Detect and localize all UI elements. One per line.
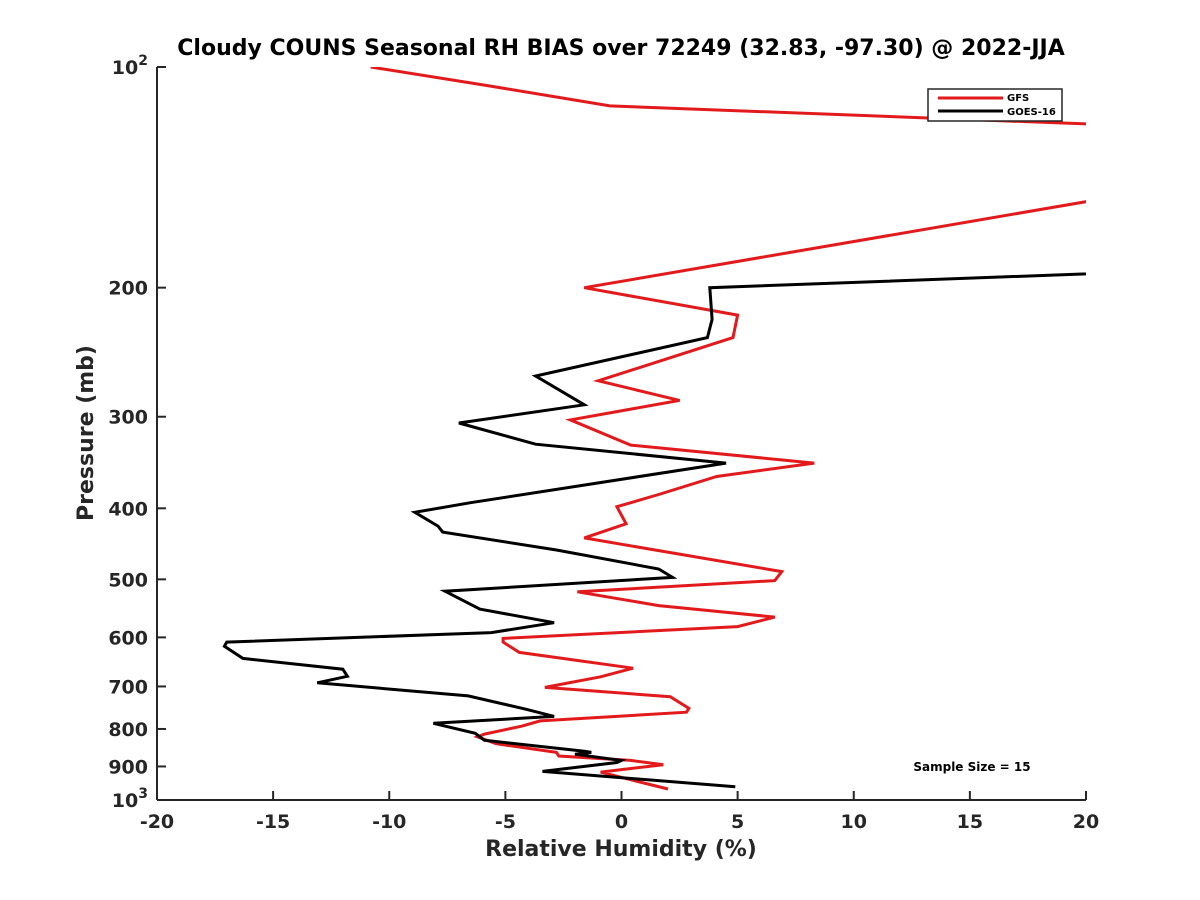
legend-box [927, 88, 1063, 122]
y-tick-label: 200 [108, 278, 148, 300]
y-tick-label: 300 [108, 407, 148, 429]
x-tick-label: 10 [841, 811, 867, 833]
y-axis-label: Pressure (mb) [74, 345, 99, 521]
sample-size-annotation: Sample Size = 15 [913, 760, 1030, 774]
legend-label-goes16: GOES-16 [1007, 107, 1056, 118]
y-tick-label: 103 [112, 786, 148, 812]
x-tick-label: -20 [140, 811, 174, 833]
y-tick-label: 500 [108, 569, 148, 591]
x-ticks: -20 -15 -10 -5 0 5 10 15 20 [140, 791, 1099, 833]
x-tick-label: 20 [1073, 811, 1099, 833]
y-tick-label: 102 [112, 53, 148, 79]
x-tick-label: -10 [372, 811, 406, 833]
y-tick-label: 400 [108, 498, 148, 520]
x-axis-label: Relative Humidity (%) [485, 837, 757, 862]
x-tick-label: 15 [957, 811, 983, 833]
series-line-goes16 [222, 272, 1086, 789]
x-tick-label: 5 [731, 811, 744, 833]
y-tick-label: 900 [108, 756, 148, 778]
y-ticks: 102 200 300 400 500 600 700 800 900 103 [108, 53, 166, 812]
x-tick-label: -5 [495, 811, 516, 833]
legend-label-gfs: GFS [1007, 93, 1029, 104]
legend: GFS GOES-16 [927, 88, 1063, 122]
chart-title: Cloudy COUNS Seasonal RH BIAS over 72249… [177, 36, 1064, 61]
x-tick-label: -15 [256, 811, 290, 833]
y-tick-label: 700 [108, 676, 148, 698]
y-tick-label: 800 [108, 719, 148, 741]
series-layer [222, 67, 1086, 791]
x-tick-label: 0 [615, 811, 628, 833]
y-tick-label: 600 [108, 627, 148, 649]
